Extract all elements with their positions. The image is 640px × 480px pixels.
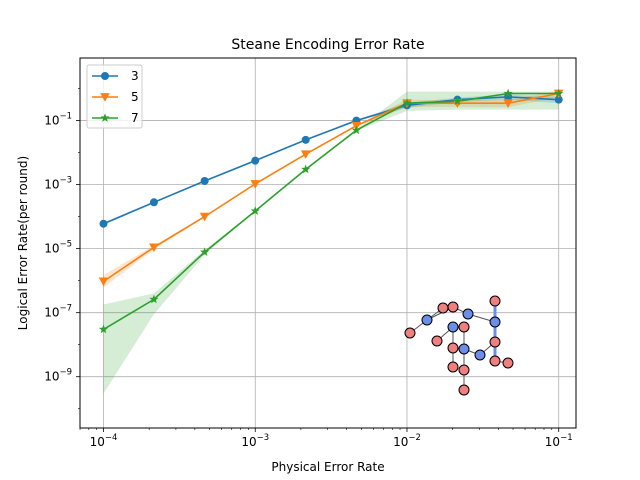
point-series-7 bbox=[98, 324, 109, 334]
point-series-3 bbox=[99, 219, 108, 228]
y-tick-label: 10−3 bbox=[44, 176, 72, 192]
inset-graph-illustration bbox=[404, 295, 514, 396]
legend-label-5: 5 bbox=[131, 90, 139, 104]
point-series-7 bbox=[351, 125, 361, 135]
y-tick-label: 10−7 bbox=[44, 304, 72, 320]
point-series-5 bbox=[503, 99, 513, 108]
point-series-5 bbox=[98, 277, 109, 287]
point-series-7 bbox=[452, 96, 462, 106]
y-axis-label: Logical Error Rate(per round) bbox=[16, 156, 30, 330]
point-series-3 bbox=[301, 135, 310, 144]
x-tick-label: 10−3 bbox=[241, 433, 269, 449]
legend-marker-5 bbox=[100, 93, 110, 102]
y-tick-label: 10−9 bbox=[44, 368, 72, 384]
plot-frame bbox=[79, 57, 577, 429]
series-markers bbox=[98, 88, 564, 334]
point-series-5 bbox=[199, 212, 210, 222]
series-lines bbox=[103, 92, 559, 331]
legend: 3 5 7 bbox=[86, 64, 143, 129]
point-series-7 bbox=[503, 88, 513, 98]
point-series-7 bbox=[301, 164, 311, 174]
point-series-7 bbox=[149, 294, 159, 304]
x-tick-label: 10−1 bbox=[545, 433, 573, 449]
point-series-3 bbox=[200, 176, 209, 185]
point-series-5 bbox=[149, 243, 159, 253]
point-series-3 bbox=[149, 198, 158, 207]
legend-label-3: 3 bbox=[131, 69, 139, 83]
chart-title: Steane Encoding Error Rate bbox=[231, 37, 424, 53]
point-series-3 bbox=[251, 156, 260, 165]
line-series-7 bbox=[103, 92, 559, 331]
plot-area bbox=[80, 58, 576, 428]
point-series-7 bbox=[402, 98, 412, 108]
grid bbox=[80, 58, 576, 428]
point-series-7 bbox=[200, 247, 210, 256]
line-series-5 bbox=[103, 92, 559, 283]
point-series-3 bbox=[554, 95, 563, 104]
y-tick-label: 10−5 bbox=[44, 240, 72, 256]
y-tick-label: 10−1 bbox=[44, 112, 72, 128]
axis-ticks: 10−4 10−3 10−2 10−1 10−1 10−3 10−5 10−7 10−9 bbox=[44, 88, 573, 449]
point-series-5 bbox=[300, 150, 311, 160]
line-series-3 bbox=[103, 96, 559, 225]
point-series-7 bbox=[554, 88, 564, 98]
legend-label-7: 7 bbox=[131, 111, 139, 125]
point-series-7 bbox=[250, 206, 260, 215]
legend-marker-7 bbox=[100, 113, 110, 122]
x-tick-label: 10−2 bbox=[393, 433, 421, 449]
x-tick-label: 10−4 bbox=[90, 433, 118, 449]
legend-marker-3 bbox=[101, 72, 109, 80]
point-series-5 bbox=[250, 180, 261, 189]
x-axis-label: Physical Error Rate bbox=[271, 460, 384, 474]
